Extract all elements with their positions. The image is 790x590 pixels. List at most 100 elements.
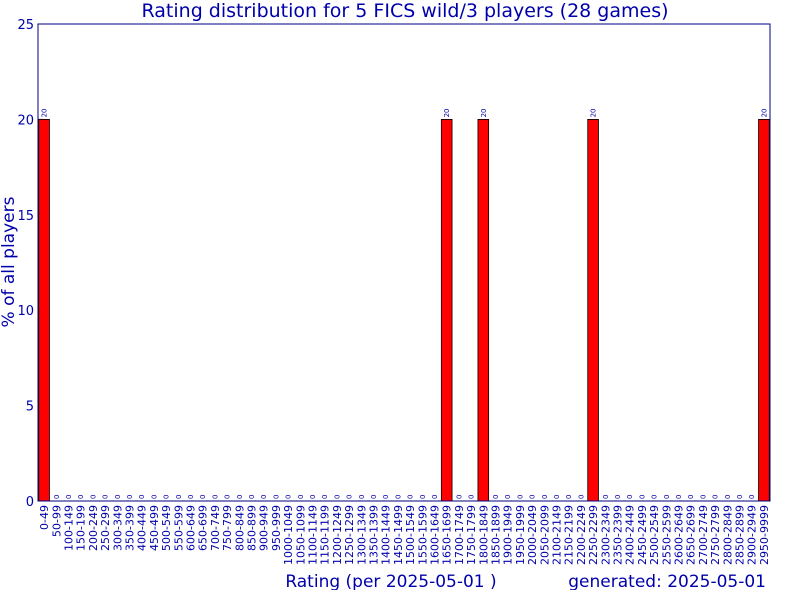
- x-tick-label: 1600-1649: [429, 505, 442, 565]
- bar-value-label: 0: [175, 495, 183, 499]
- bar-value-label: 0: [638, 495, 646, 499]
- x-tick-label: 500-549: [160, 505, 173, 551]
- x-tick-label: 450-499: [148, 505, 161, 551]
- bar-value-label: 0: [236, 495, 244, 499]
- x-tick-label: 2050-2099: [538, 505, 551, 565]
- bar-value-label: 0: [370, 495, 378, 499]
- bar-value-label: 20: [443, 108, 451, 117]
- y-tick-label: 5: [26, 400, 34, 415]
- bar-value-label: 0: [431, 495, 439, 499]
- x-tick-label: 2450-2499: [636, 505, 649, 565]
- x-tick-label: 2250-2299: [587, 505, 600, 565]
- x-tick-label: 1000-1049: [282, 505, 295, 565]
- x-tick-label: 900-949: [258, 505, 271, 551]
- bar-value-label: 0: [651, 495, 659, 499]
- bar: [477, 119, 490, 502]
- bar: [758, 119, 770, 502]
- x-tick-label: 2650-2699: [685, 505, 698, 565]
- x-tick-label: 1850-1899: [490, 505, 503, 565]
- x-tick-label: 200-249: [87, 505, 100, 551]
- x-tick-label: 850-899: [246, 505, 259, 551]
- x-tick-label: 2400-2449: [624, 505, 637, 565]
- bar-value-label: 0: [492, 495, 500, 499]
- bar-value-label: 0: [382, 495, 390, 499]
- bar-value-label: 0: [699, 495, 707, 499]
- x-tick-label: 2850-2899: [734, 505, 747, 565]
- y-tick-label: 0: [26, 495, 34, 510]
- bar-value-label: 0: [89, 495, 97, 499]
- x-tick-label: 2100-2149: [551, 505, 564, 565]
- bar-value-label: 0: [565, 495, 573, 499]
- plot-area-frame: [37, 23, 771, 502]
- x-tick-label: 2550-2599: [660, 505, 673, 565]
- bar-value-label: 0: [712, 495, 720, 499]
- x-tick-label: 2750-2799: [709, 505, 722, 565]
- bar-value-label: 0: [163, 495, 171, 499]
- bar-value-label: 0: [321, 495, 329, 499]
- x-axis-tick-labels: 0-49 50-99 100-149 150-199 200-249 250-299 300…: [38, 505, 771, 565]
- bar-value-label: 0: [394, 495, 402, 499]
- x-tick-label: 300-349: [111, 505, 124, 551]
- chart-title: Rating distribution for 5 FICS wild/3 pl…: [142, 0, 669, 22]
- bar-value-label: 0: [468, 495, 476, 499]
- bar: [440, 119, 453, 502]
- x-tick-label: 2300-2349: [599, 505, 612, 565]
- x-tick-label: 50-99: [50, 505, 63, 537]
- bar-value-label: 0: [272, 495, 280, 499]
- x-tick-label: 700-749: [209, 505, 222, 551]
- bar: [38, 119, 50, 502]
- bar-value-label: 0: [626, 495, 634, 499]
- x-tick-label: 400-449: [136, 505, 149, 551]
- bar-value-label: 0: [248, 495, 256, 499]
- x-tick-label: 0-49: [38, 505, 51, 530]
- x-tick-label: 1050-1099: [294, 505, 307, 565]
- x-tick-label: 950-999: [270, 505, 283, 551]
- y-tick-label: 10: [17, 304, 34, 319]
- bar-value-label: 0: [407, 495, 415, 499]
- x-tick-label: 1700-1749: [453, 505, 466, 565]
- bar-value-label: 0: [504, 495, 512, 499]
- x-tick-label: 250-299: [99, 505, 112, 551]
- x-tick-label: 2150-2199: [563, 505, 576, 565]
- x-tick-label: 600-649: [185, 505, 198, 551]
- bar-value-label: 0: [297, 495, 305, 499]
- x-axis-label: Rating (per 2025-05-01 ): [285, 572, 496, 590]
- bar-value-label: 0: [285, 495, 293, 499]
- bar-value-label: 0: [211, 495, 219, 499]
- x-tick-label: 1450-1499: [392, 505, 405, 565]
- x-tick-label: 2200-2249: [575, 505, 588, 565]
- bar-value-label: 0: [663, 495, 671, 499]
- x-tick-label: 1800-1849: [477, 505, 490, 565]
- x-tick-label: 1900-1949: [502, 505, 515, 565]
- x-tick-label: 1200-1249: [331, 505, 344, 565]
- x-tick-label: 1500-1549: [404, 505, 417, 565]
- bar-value-label: 0: [65, 495, 73, 499]
- x-tick-label: 1350-1399: [368, 505, 381, 565]
- x-tick-label: 100-149: [63, 505, 76, 551]
- x-tick-label: 1250-1299: [343, 505, 356, 565]
- x-tick-label: 350-399: [124, 505, 137, 551]
- bar-value-label: 0: [529, 495, 537, 499]
- bar-value-label: 0: [224, 495, 232, 499]
- bar-value-label: 0: [126, 495, 134, 499]
- bar-value-label: 0: [53, 495, 61, 499]
- x-tick-label: 1150-1199: [319, 505, 332, 565]
- x-tick-label: 650-699: [197, 505, 210, 551]
- x-tick-label: 1550-1599: [416, 505, 429, 565]
- bar: [587, 119, 599, 502]
- x-tick-label: 1100-1149: [307, 505, 320, 565]
- x-tick-label: 1750-1799: [465, 505, 478, 565]
- bar-value-label: 0: [309, 495, 317, 499]
- bar-value-label: 20: [760, 108, 768, 117]
- x-tick-label: 2500-2549: [648, 505, 661, 565]
- bar-value-label: 20: [480, 108, 488, 117]
- bar-value-label: 0: [114, 495, 122, 499]
- bar-value-label: 20: [41, 108, 49, 117]
- bar-value-label: 0: [138, 495, 146, 499]
- x-tick-label: 2000-2049: [526, 505, 539, 565]
- bar-value-label: 0: [748, 495, 756, 499]
- bar-value-label: 0: [541, 495, 549, 499]
